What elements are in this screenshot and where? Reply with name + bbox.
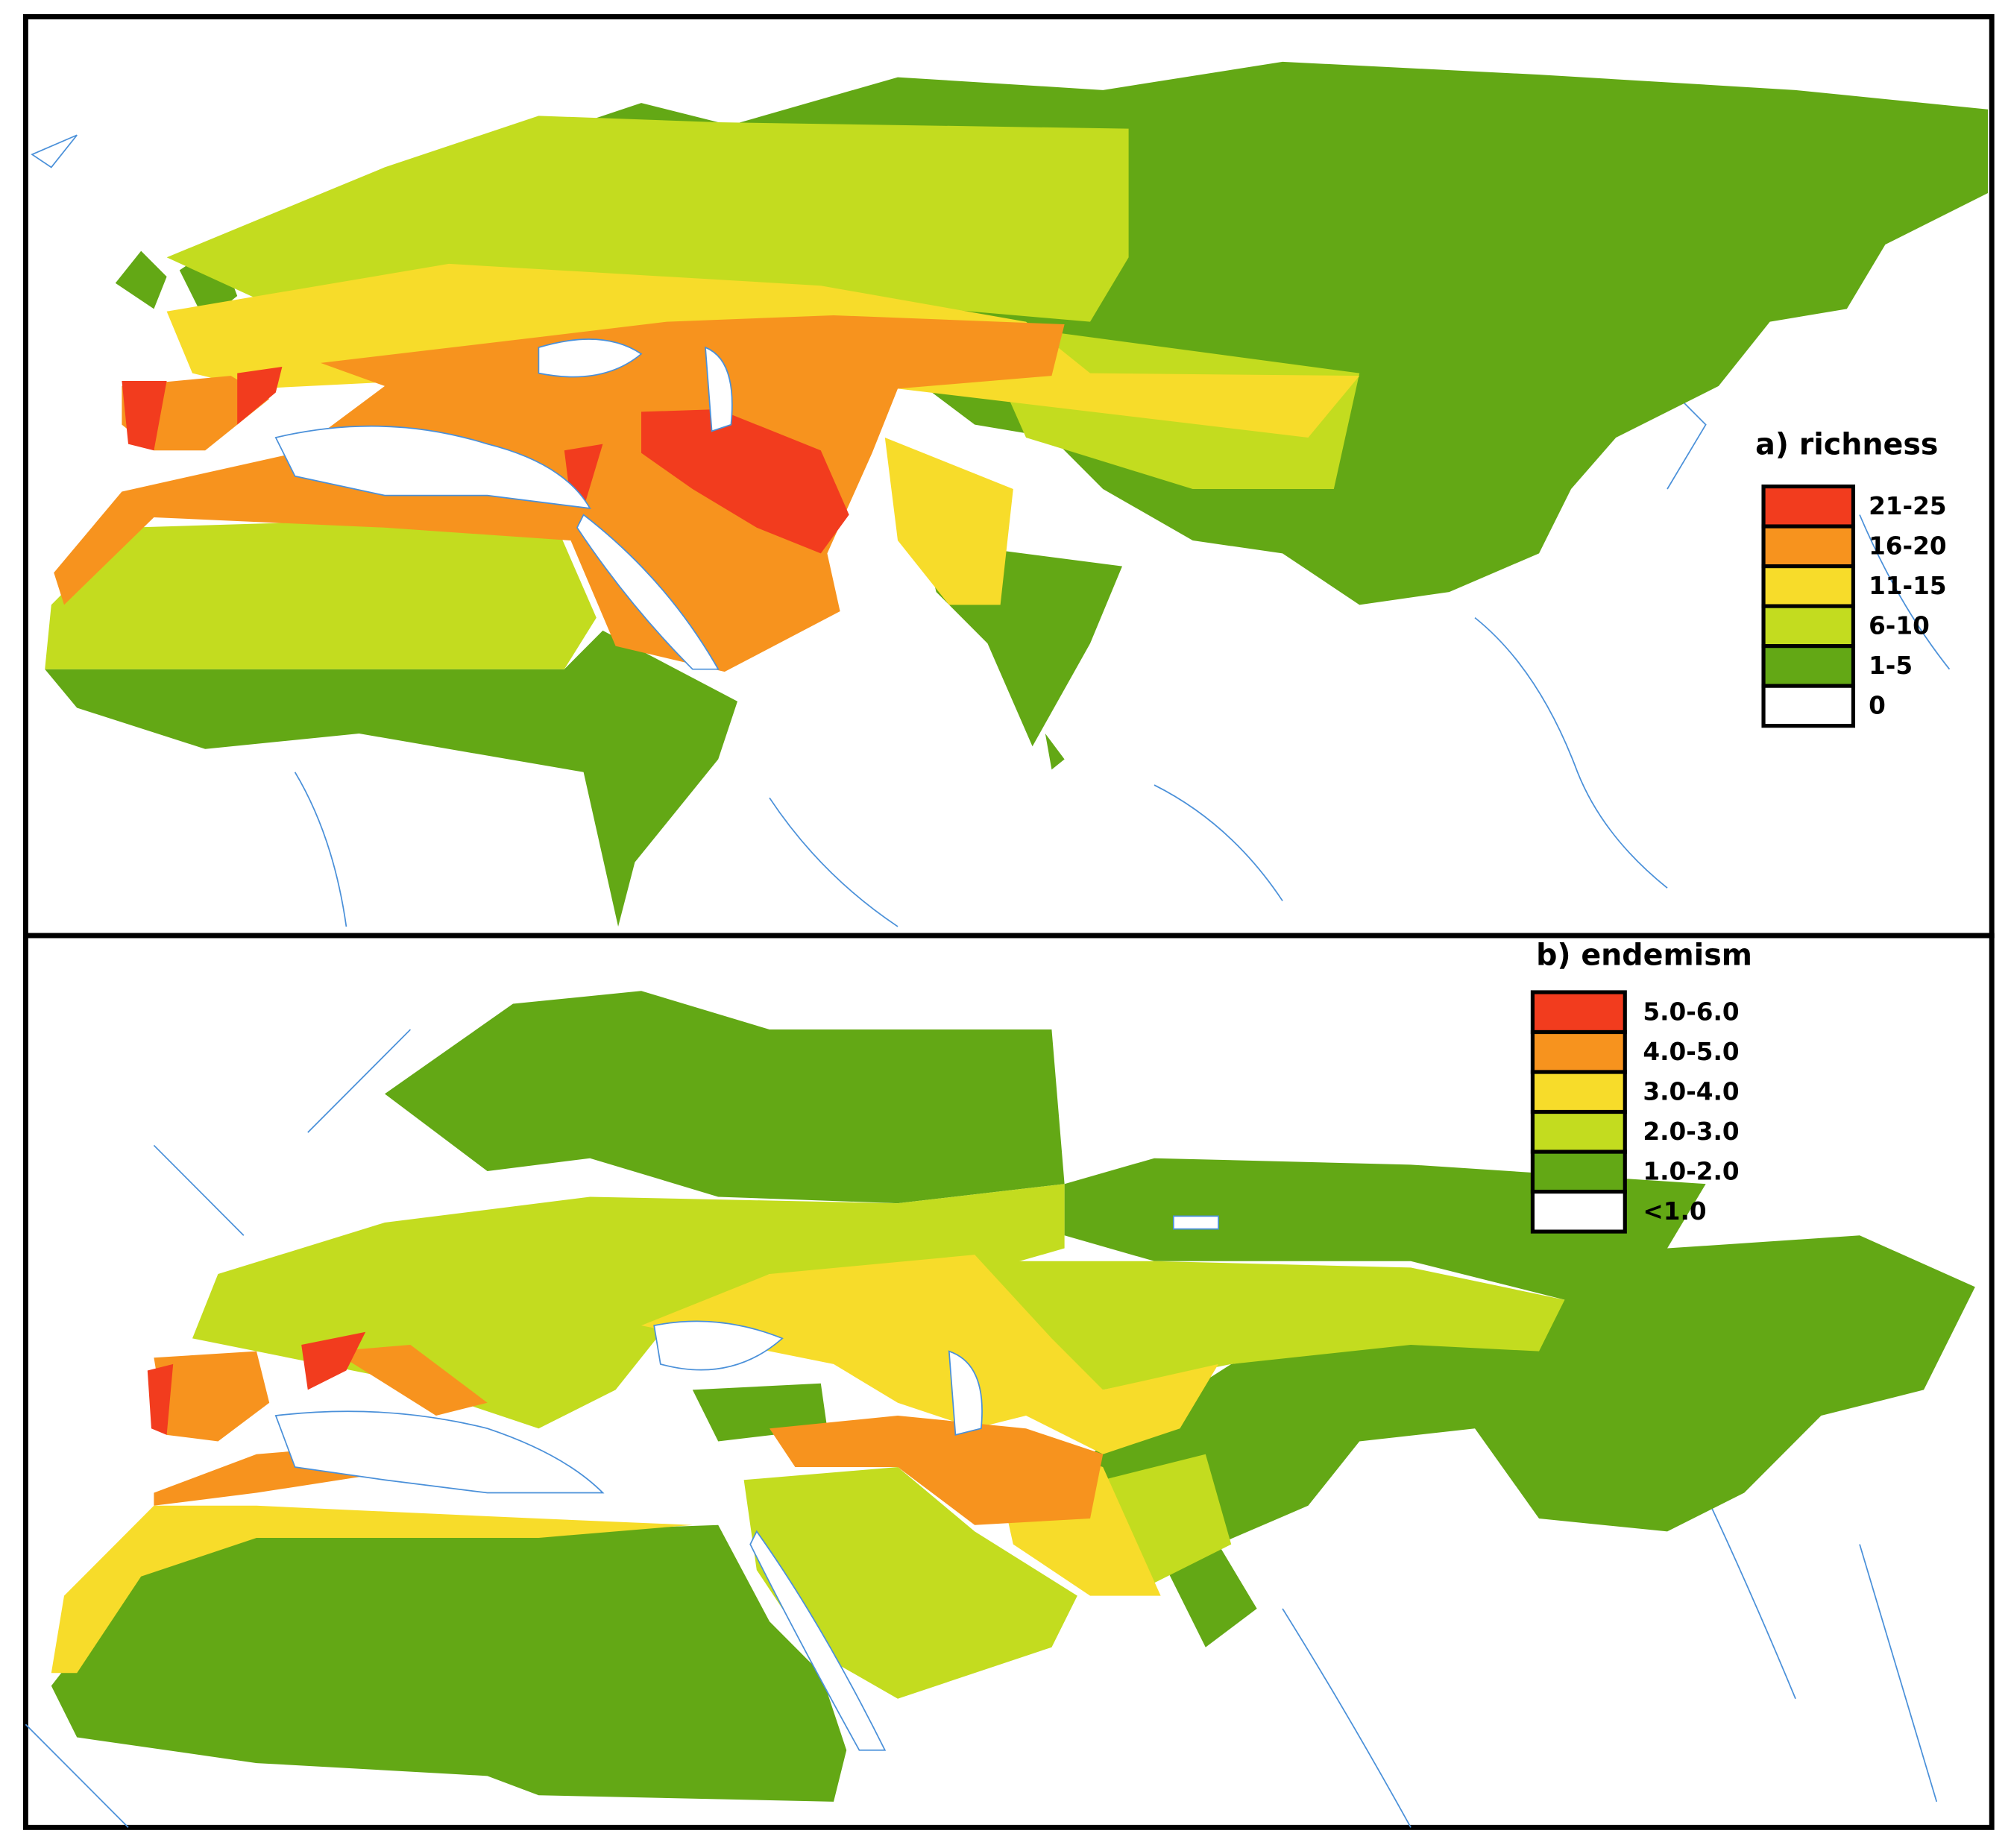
legend-label: 0 <box>1869 692 1886 720</box>
legend-label: 3.0-4.0 <box>1643 1077 1739 1106</box>
legend-swatch <box>1530 1150 1627 1194</box>
legend-swatch <box>1530 1029 1627 1074</box>
region <box>1064 1158 1975 1647</box>
region <box>51 1505 693 1674</box>
region <box>385 991 1065 1204</box>
region <box>45 514 597 669</box>
legend-label: 1-5 <box>1869 652 1913 680</box>
legend-label: 16-20 <box>1869 532 1947 561</box>
legend-title: b) endemism <box>1536 939 1752 973</box>
legend-title: a) richness <box>1755 427 1938 461</box>
legend-swatch <box>1530 1189 1627 1234</box>
legend-label: 5.0-6.0 <box>1643 997 1739 1026</box>
legend-swatch <box>1530 1070 1627 1114</box>
sea <box>274 338 733 670</box>
coastline <box>31 134 1951 927</box>
legend-swatch <box>1761 644 1856 688</box>
legend-label: 21-25 <box>1869 492 1947 520</box>
region <box>641 409 849 554</box>
region <box>154 1345 1104 1525</box>
legend-label: 2.0-3.0 <box>1643 1117 1739 1146</box>
legend-swatch <box>1761 564 1856 608</box>
region <box>45 630 738 927</box>
region <box>975 1261 1565 1390</box>
legend-swatch <box>1530 990 1627 1035</box>
legend-swatch <box>1761 684 1856 728</box>
legend-label: 11-15 <box>1869 572 1947 600</box>
region <box>122 367 603 508</box>
legend-swatch <box>1530 1109 1627 1154</box>
sea <box>274 1215 1219 1751</box>
legend-swatch <box>1761 484 1856 529</box>
region <box>51 1524 847 1802</box>
legend-label: 1.0-2.0 <box>1643 1158 1739 1186</box>
region <box>166 116 1129 322</box>
map-panel: b) endemism 5.0-6.0 4.0-5.0 3.0-4.0 2.0-3.0 1… <box>22 933 1995 1830</box>
region <box>884 437 1013 605</box>
legend-swatch <box>1761 524 1856 569</box>
legend-swatch <box>1761 604 1856 649</box>
region <box>641 1255 1219 1454</box>
map-panel: a) richness 21-25 16-20 11-15 6-10 1-5 0 <box>22 13 1995 939</box>
region <box>147 1331 366 1435</box>
legend-label: 4.0-5.0 <box>1643 1038 1739 1066</box>
legend-label: 6-10 <box>1869 612 1930 640</box>
legend-label: <1.0 <box>1643 1197 1706 1226</box>
coastline <box>25 1029 1938 1828</box>
